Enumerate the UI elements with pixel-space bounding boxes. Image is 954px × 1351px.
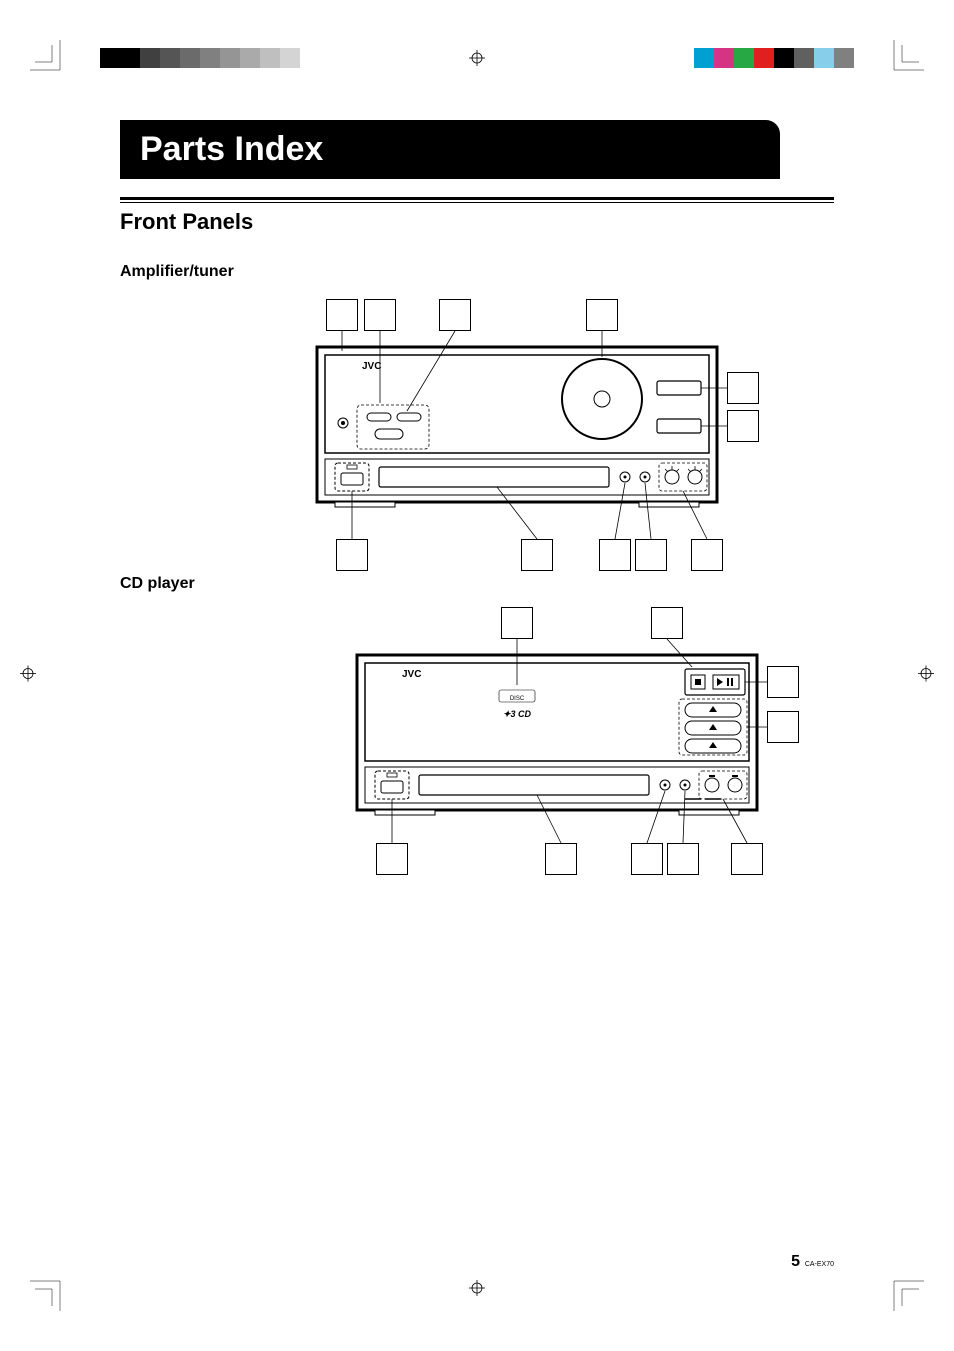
section-heading: Front Panels (120, 209, 834, 235)
amplifier-diagram: JVC (207, 291, 747, 571)
callout-box (586, 299, 618, 331)
callout-box (635, 539, 667, 571)
callout-box (691, 539, 723, 571)
callout-box (521, 539, 553, 571)
page-footer: 5 CA-EX70 (791, 1253, 834, 1271)
callout-box (364, 299, 396, 331)
cd-diagram: JVC DISC ✦3 CD (247, 603, 787, 873)
callout-box (501, 607, 533, 639)
subheading-amplifier: Amplifier/tuner (120, 263, 834, 281)
callout-box (767, 711, 799, 743)
svg-text:DISC: DISC (510, 696, 525, 702)
subheading-cd: CD player (120, 575, 834, 593)
registration-bar-right (694, 48, 854, 68)
crop-mark-tr (874, 40, 924, 90)
registration-mark-bottom (469, 1280, 485, 1301)
callout-box (545, 843, 577, 875)
callout-box (651, 607, 683, 639)
callout-box (376, 843, 408, 875)
callout-box (336, 539, 368, 571)
callout-box (326, 299, 358, 331)
callout-box (667, 843, 699, 875)
callout-box (767, 666, 799, 698)
callout-box (439, 299, 471, 331)
crop-mark-bl (30, 1261, 80, 1311)
svg-text:✦3 CD: ✦3 CD (503, 709, 532, 719)
registration-mark-top (469, 50, 485, 71)
callout-box (731, 843, 763, 875)
crop-mark-tl (30, 40, 80, 90)
section-rule (120, 197, 834, 203)
registration-mark-right (918, 665, 934, 686)
page-number: 5 (791, 1253, 800, 1270)
model-code: CA-EX70 (805, 1261, 834, 1268)
callout-box (631, 843, 663, 875)
callout-box (727, 372, 759, 404)
page-title: Parts Index (120, 120, 780, 179)
callout-box (727, 410, 759, 442)
svg-text:JVC: JVC (402, 669, 421, 680)
registration-mark-left (20, 665, 36, 686)
callout-box (599, 539, 631, 571)
brand-label: JVC (362, 361, 381, 372)
crop-mark-br (874, 1261, 924, 1311)
registration-bar-left (100, 48, 300, 68)
